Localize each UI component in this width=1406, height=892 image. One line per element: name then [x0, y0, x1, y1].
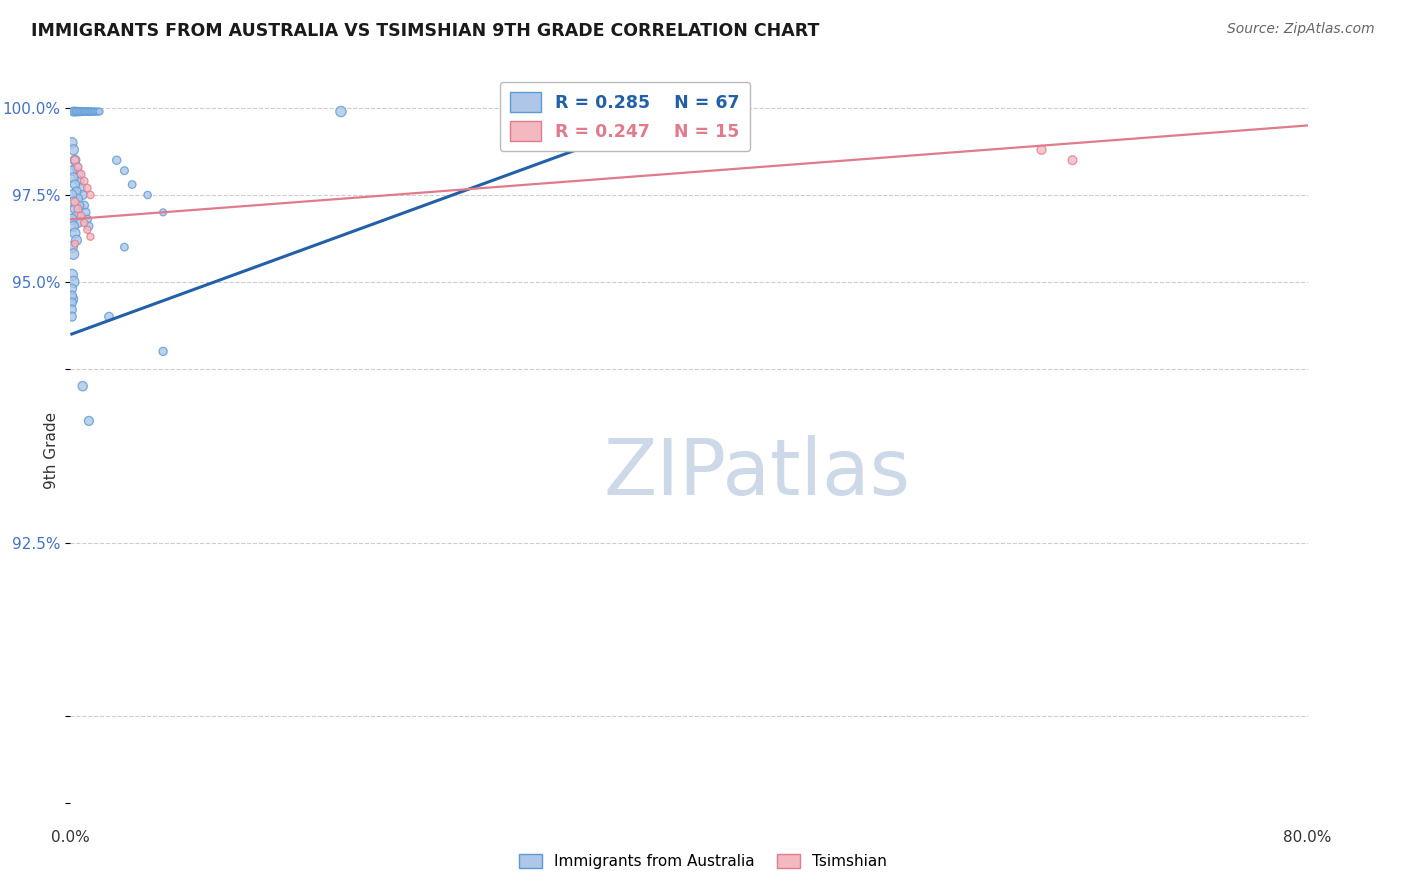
Point [1031, 143, 1053, 157]
Text: ZIPatlas: ZIPatlas [603, 434, 911, 511]
Point [105, 153, 128, 168]
Y-axis label: 9th Grade: 9th Grade [44, 412, 59, 489]
Point [67, 202, 90, 216]
Point [77, 219, 100, 234]
Point [152, 205, 174, 219]
Point [60, 188, 83, 202]
Point [62, 219, 84, 234]
Point [60, 289, 83, 303]
Point [1062, 153, 1084, 168]
Point [62, 275, 84, 289]
Point [72, 188, 94, 202]
Point [72, 379, 94, 393]
Text: IMMIGRANTS FROM AUSTRALIA VS TSIMSHIAN 9TH GRADE CORRELATION CHART: IMMIGRANTS FROM AUSTRALIA VS TSIMSHIAN 9… [31, 22, 820, 40]
Point [65, 104, 87, 119]
Point [73, 198, 96, 212]
Point [75, 104, 97, 119]
Point [63, 104, 86, 119]
Point [76, 181, 98, 195]
Point [65, 233, 87, 247]
Point [84, 104, 107, 119]
Point [60, 240, 83, 254]
Point [62, 170, 84, 185]
Point [73, 104, 96, 119]
Point [152, 344, 174, 359]
Point [63, 194, 86, 209]
Point [89, 104, 111, 119]
Point [76, 212, 98, 227]
Point [67, 104, 90, 119]
Point [87, 104, 110, 119]
Point [70, 209, 93, 223]
Point [67, 167, 90, 181]
Point [136, 188, 159, 202]
Point [79, 104, 101, 119]
Point [75, 205, 97, 219]
Point [65, 160, 87, 174]
Point [86, 104, 108, 119]
Point [63, 153, 86, 168]
Point [62, 104, 84, 119]
Point [65, 185, 87, 199]
Point [70, 167, 93, 181]
Legend: Immigrants from Australia, Tsimshian: Immigrants from Australia, Tsimshian [513, 847, 893, 875]
Point [73, 216, 96, 230]
Point [69, 174, 91, 188]
Point [77, 414, 100, 428]
Point [82, 104, 105, 119]
Point [671, 104, 693, 119]
Point [63, 236, 86, 251]
Point [60, 302, 83, 317]
Point [114, 240, 135, 254]
Point [60, 268, 83, 282]
Point [60, 136, 83, 150]
Point [73, 174, 96, 188]
Point [70, 104, 93, 119]
Point [76, 104, 98, 119]
Point [60, 163, 83, 178]
Legend: R = 0.285    N = 67, R = 0.247    N = 15: R = 0.285 N = 67, R = 0.247 N = 15 [499, 81, 751, 151]
Point [330, 104, 353, 119]
Point [63, 178, 86, 192]
Point [69, 198, 91, 212]
Point [60, 212, 83, 227]
Point [67, 216, 90, 230]
Point [65, 209, 87, 223]
Point [121, 178, 143, 192]
Point [69, 104, 91, 119]
Text: Source: ZipAtlas.com: Source: ZipAtlas.com [1227, 22, 1375, 37]
Point [62, 247, 84, 261]
Point [63, 153, 86, 168]
Point [62, 194, 84, 209]
Point [79, 188, 101, 202]
Point [67, 191, 90, 205]
Point [63, 202, 86, 216]
Point [77, 104, 100, 119]
Point [76, 223, 98, 237]
Point [60, 282, 83, 296]
Point [62, 143, 84, 157]
Point [60, 292, 83, 306]
Point [72, 104, 94, 119]
Point [63, 226, 86, 240]
Point [80, 104, 103, 119]
Point [60, 310, 83, 324]
Point [98, 310, 120, 324]
Point [67, 160, 90, 174]
Point [79, 229, 101, 244]
Point [114, 163, 135, 178]
Point [60, 295, 83, 310]
Point [70, 181, 93, 195]
